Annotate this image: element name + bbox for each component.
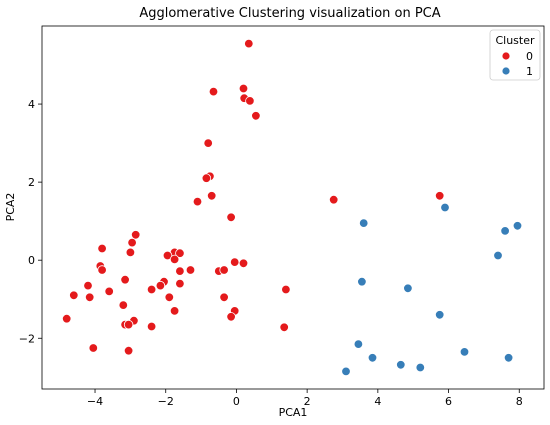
data-point-cluster-1 bbox=[403, 283, 413, 294]
data-point-cluster-1 bbox=[459, 347, 470, 357]
x-axis: −4 −2 0 2 4 6 8 bbox=[87, 389, 523, 408]
legend-label-1: 1 bbox=[526, 65, 533, 78]
x-tick-label: 8 bbox=[516, 395, 523, 408]
x-tick-label: 4 bbox=[374, 395, 381, 408]
data-point-cluster-1 bbox=[435, 310, 445, 320]
data-point-cluster-0 bbox=[123, 319, 134, 330]
data-point-cluster-0 bbox=[192, 196, 203, 207]
x-tick-label: −4 bbox=[87, 395, 103, 408]
data-point-cluster-0 bbox=[169, 254, 180, 265]
y-tick-label: 4 bbox=[28, 98, 35, 111]
data-point-cluster-0 bbox=[238, 258, 249, 269]
data-point-cluster-0 bbox=[206, 191, 217, 201]
data-point-cluster-0 bbox=[279, 322, 289, 333]
data-point-cluster-0 bbox=[84, 292, 95, 303]
data-point-cluster-0 bbox=[238, 83, 249, 94]
data-point-cluster-0 bbox=[244, 38, 254, 49]
data-point-cluster-0 bbox=[175, 266, 185, 276]
data-point-cluster-0 bbox=[155, 280, 166, 291]
chart-title: Agglomerative Clustering visualization o… bbox=[139, 6, 440, 21]
data-point-cluster-1 bbox=[512, 221, 523, 231]
legend-marker-1 bbox=[501, 66, 511, 76]
x-tick-label: 2 bbox=[304, 395, 311, 408]
legend: Cluster 0 1 bbox=[489, 29, 541, 81]
data-point-cluster-0 bbox=[61, 314, 72, 324]
data-point-cluster-0 bbox=[219, 292, 229, 303]
data-point-cluster-0 bbox=[219, 265, 229, 275]
data-point-cluster-0 bbox=[83, 280, 93, 291]
legend-label-0: 0 bbox=[526, 50, 533, 63]
data-point-cluster-1 bbox=[367, 353, 378, 363]
data-point-cluster-0 bbox=[97, 265, 107, 275]
data-point-cluster-0 bbox=[175, 248, 185, 258]
data-point-cluster-0 bbox=[229, 257, 240, 267]
x-axis-label: PCA1 bbox=[279, 406, 308, 419]
data-point-cluster-0 bbox=[164, 292, 175, 303]
data-point-cluster-1 bbox=[415, 362, 426, 373]
data-point-cluster-0 bbox=[162, 250, 173, 261]
plot-area bbox=[41, 25, 545, 390]
data-point-cluster-1 bbox=[341, 366, 351, 377]
data-point-cluster-1 bbox=[357, 277, 367, 287]
data-point-cluster-0 bbox=[435, 191, 445, 201]
data-point-cluster-0 bbox=[127, 237, 137, 248]
data-point-cluster-1 bbox=[440, 202, 450, 213]
data-point-cluster-0 bbox=[208, 86, 219, 97]
data-point-cluster-0 bbox=[104, 286, 114, 297]
data-point-cluster-0 bbox=[120, 275, 130, 285]
data-point-cluster-1 bbox=[493, 250, 503, 261]
data-point-cluster-0 bbox=[226, 212, 236, 223]
data-point-cluster-0 bbox=[203, 138, 213, 148]
data-point-cluster-1 bbox=[353, 339, 364, 349]
data-point-cluster-0 bbox=[329, 194, 339, 205]
data-point-cluster-0 bbox=[69, 290, 79, 301]
data-point-cluster-0 bbox=[130, 230, 141, 240]
legend-title: Cluster bbox=[495, 34, 535, 47]
data-point-cluster-0 bbox=[146, 284, 157, 295]
data-point-cluster-0 bbox=[226, 312, 236, 322]
data-point-cluster-0 bbox=[97, 243, 107, 254]
data-point-cluster-0 bbox=[175, 278, 185, 289]
y-tick-label: 0 bbox=[28, 254, 35, 267]
legend-box bbox=[489, 29, 541, 81]
data-point-cluster-0 bbox=[88, 343, 99, 353]
y-axis: −2 0 2 4 bbox=[19, 98, 42, 345]
data-point-cluster-0 bbox=[201, 173, 212, 183]
data-point-cluster-0 bbox=[125, 247, 136, 258]
data-point-cluster-0 bbox=[123, 346, 134, 356]
data-point-cluster-0 bbox=[146, 321, 157, 332]
data-point-cluster-0 bbox=[169, 306, 180, 316]
y-tick-label: 2 bbox=[28, 176, 35, 189]
data-point-cluster-1 bbox=[359, 218, 369, 228]
x-tick-label: 6 bbox=[445, 395, 452, 408]
x-tick-label: 0 bbox=[233, 395, 240, 408]
y-axis-label: PCA2 bbox=[4, 193, 17, 222]
legend-marker-0 bbox=[501, 51, 511, 61]
y-tick-label: −2 bbox=[19, 332, 35, 345]
data-point-cluster-0 bbox=[185, 265, 196, 275]
data-point-cluster-0 bbox=[118, 300, 129, 310]
data-point-cluster-1 bbox=[500, 226, 510, 236]
data-point-cluster-1 bbox=[503, 353, 514, 363]
data-point-cluster-1 bbox=[396, 360, 406, 370]
points-layer bbox=[61, 38, 523, 377]
x-tick-label: −2 bbox=[158, 395, 174, 408]
data-point-cluster-0 bbox=[251, 111, 261, 121]
data-point-cluster-0 bbox=[281, 284, 291, 295]
data-point-cluster-0 bbox=[245, 96, 255, 106]
